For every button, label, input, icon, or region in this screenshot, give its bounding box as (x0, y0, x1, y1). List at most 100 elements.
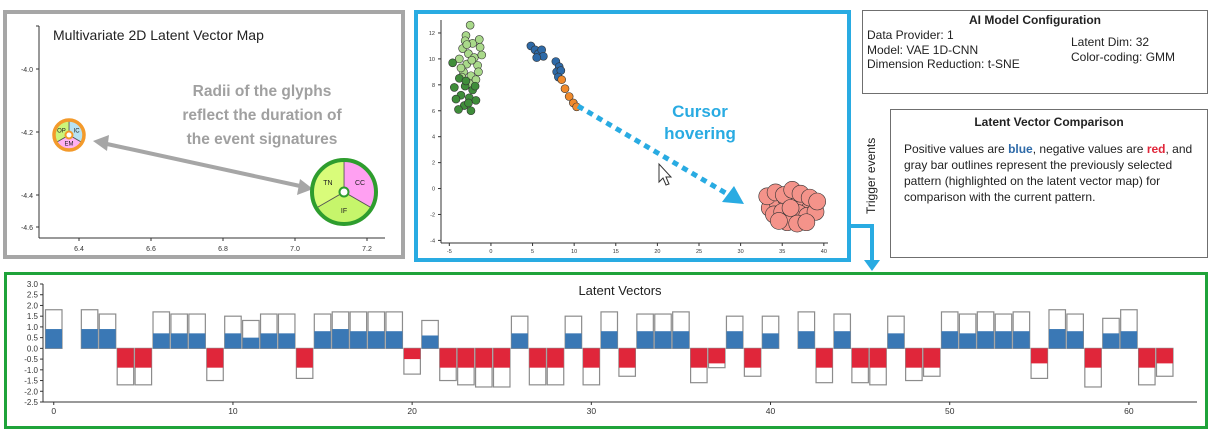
scatter-point (474, 67, 483, 77)
hover-dashed-arrow (576, 103, 731, 198)
glyph-annotation-line: Radii of the glyphs (193, 83, 332, 100)
latent-bar (457, 348, 475, 368)
comparison-blue-word: blue (1008, 142, 1033, 156)
latent-bar (762, 333, 779, 349)
bar-y-tick-label: -0.5 (24, 355, 38, 364)
y-tick-label: -4.0 (21, 67, 33, 74)
latent-bar (851, 348, 869, 368)
scatter-point (477, 50, 487, 60)
scatter-point (451, 94, 461, 104)
scatter-x-tick-label: 0 (489, 249, 492, 255)
config-dim-reduction: Dimension Reduction: t-SNE (867, 57, 1020, 71)
latent-bar (1120, 331, 1138, 349)
latent-bar (565, 333, 582, 349)
latent-bar (959, 333, 976, 349)
latent-bar (618, 348, 636, 368)
scatter-y-tick-label: -2 (430, 212, 435, 218)
link-arrow-shaft (106, 142, 301, 188)
latent-bar (708, 348, 726, 364)
glyph-small: IC EM OP (52, 118, 86, 152)
latent-bar (439, 348, 457, 368)
latent-bar (403, 348, 421, 360)
latent-vectors-chart[interactable]: 3.0 2.52.0 1.5 1.0 0.50.0 -0.5 -1.0 -1.5-2.0 -2.… (7, 275, 1205, 426)
comparison-text: Positive values are blue, negative value… (904, 141, 1199, 205)
scatter-point (466, 106, 476, 116)
latent-bar (188, 333, 206, 349)
scatter-point (471, 96, 481, 105)
latent-bar (726, 331, 743, 349)
bar-y-tick-label: 3.0 (27, 280, 39, 289)
link-arrow-head-right (297, 179, 313, 195)
scatter-point (532, 53, 542, 62)
scatter-x-tick-label: 10 (571, 249, 577, 255)
latent-bar (135, 348, 152, 368)
bar-y-tick-label: 1.0 (27, 323, 39, 332)
scatter-x-tick-label: 40 (821, 249, 827, 255)
bar-x-tick-label: 60 (1124, 406, 1134, 416)
latent-bar (601, 331, 618, 349)
scatter-y-tick-label: 2 (432, 161, 435, 167)
hover-dashed-arrowhead (722, 186, 744, 204)
latent-bar (493, 348, 510, 368)
x-tick-label: 6.8 (218, 246, 228, 253)
bar-y-tick-label: 0.5 (27, 334, 39, 343)
connector-arrowhead (864, 260, 880, 271)
glyph-small-segment-label: EM (65, 142, 74, 148)
config-title: AI Model Configuration (969, 13, 1101, 27)
glyph-map-title: Multivariate 2D Latent Vector Map (53, 27, 264, 43)
glyph-map-svg: -4.0 -4.2 -4.4 -4.6 6.4 6.6 6.8 7.0 7.2 Multivari… (21, 25, 385, 253)
glyph-large-segment-label: TN (323, 180, 332, 187)
latent-bar (99, 329, 116, 349)
cursor-annotation-line: Cursor (672, 102, 728, 121)
latent-bar (887, 333, 905, 349)
scatter-point (456, 63, 466, 73)
latent-bar (1102, 333, 1120, 349)
bar-x-tick-label: 50 (945, 406, 955, 416)
latent-bar (475, 348, 493, 368)
x-tick-label: 6.6 (146, 246, 156, 253)
latent-comparison-panel: Latent Vector Comparison Positive values… (890, 109, 1208, 258)
scatter-point (450, 83, 459, 92)
comparison-red-word: red (1146, 142, 1166, 156)
config-data-provider: Data Provider: 1 (867, 28, 954, 42)
cursor-annotation-line: hovering (664, 124, 736, 143)
bar-x-tick-label: 20 (407, 406, 417, 416)
latent-bar (798, 331, 815, 349)
latent-bar (224, 333, 242, 349)
latent-vectors-panel[interactable]: 3.0 2.5 2.0 1.5 1.0 0.5 0.0 -0.5 -1.0 -1.5 -2.0 -2.… (4, 272, 1208, 429)
comparison-title: Latent Vector Comparison (974, 115, 1124, 129)
latent-bar (672, 331, 690, 349)
glyph-large-segment-label: IF (341, 208, 347, 215)
glyph-large-center (338, 186, 350, 198)
latent-bar (385, 331, 403, 349)
y-tick-label: -4.2 (21, 130, 33, 137)
scatter-y-tick-label: 12 (429, 31, 435, 37)
latent-map-panel[interactable]: 12 10 8 6 4 2 0 -2 -4 -5 0 5 10 15 20 25 30 35 40 Cursor hov… (414, 10, 851, 262)
scatter-point (564, 92, 574, 101)
latent-bar (81, 329, 98, 349)
x-tick-label: 7.0 (290, 246, 300, 253)
scatter-y-tick-label: -4 (430, 238, 435, 244)
latent-bar (421, 335, 439, 349)
scatter-point (797, 213, 816, 232)
bar-y-tick-label: -1.5 (24, 377, 38, 386)
scatter-x-tick-label: 35 (779, 249, 785, 255)
scatter-point (464, 98, 473, 108)
latent-bar (869, 348, 887, 368)
latent-bar (511, 333, 528, 349)
scatter-y-tick-label: 4 (432, 135, 435, 141)
scatter-point (557, 75, 566, 84)
glyph-small-center (64, 130, 74, 140)
scatter-point (474, 35, 484, 44)
config-model: Model: VAE 1D-CNN (867, 42, 979, 57)
latent-bar (833, 331, 851, 349)
latent-bar (153, 333, 170, 349)
latent-bar (45, 329, 62, 349)
scatter-x-tick-label: 20 (654, 249, 660, 255)
latent-bar (744, 348, 761, 368)
latent-bar (1084, 348, 1102, 368)
bar-y-tick-label: -2.0 (24, 387, 38, 396)
scatter-point (770, 212, 788, 230)
scatter-x-tick-label: 5 (531, 249, 534, 255)
